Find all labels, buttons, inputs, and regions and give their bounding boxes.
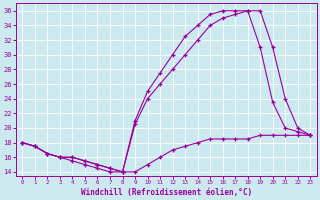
X-axis label: Windchill (Refroidissement éolien,°C): Windchill (Refroidissement éolien,°C) bbox=[81, 188, 252, 197]
